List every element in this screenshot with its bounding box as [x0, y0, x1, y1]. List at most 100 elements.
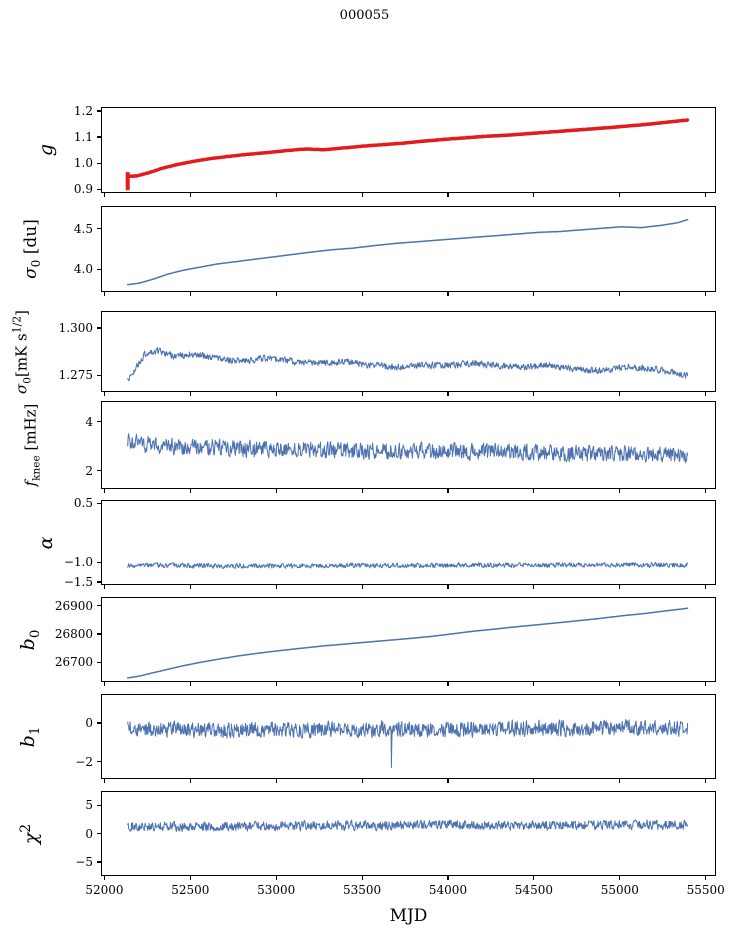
y-axis-label-b0: b0 [17, 629, 43, 650]
y-tick-label: 0.5 [73, 496, 93, 511]
x-tick-mark [705, 292, 707, 296]
panel-plot-area [102, 695, 715, 778]
y-tick-label: 1.1 [73, 129, 93, 144]
y-tick-label: 0 [85, 715, 93, 730]
x-tick-mark [447, 489, 449, 493]
x-tick-mark [533, 876, 535, 880]
y-tick-mark [97, 861, 101, 863]
x-tick-mark [705, 779, 707, 783]
y-tick-label: 0.9 [73, 182, 93, 197]
x-tick-mark [275, 292, 277, 296]
x-tick-mark [361, 779, 363, 783]
x-tick-mark [447, 876, 449, 880]
x-tick-mark [705, 876, 707, 880]
y-axis-label-alpha: α [35, 536, 57, 549]
y-tick-label: 1.0 [73, 156, 93, 171]
y-tick-label: 4.5 [73, 221, 93, 236]
y-tick-label: 4.0 [73, 262, 93, 277]
x-tick-mark [275, 876, 277, 880]
y-tick-mark [97, 581, 101, 583]
y-tick-mark [97, 188, 101, 190]
x-tick-mark [447, 392, 449, 396]
x-tick-mark [533, 682, 535, 686]
x-tick-mark [361, 682, 363, 686]
plot-panel-sigma0-mK [101, 311, 716, 392]
y-tick-label: −1.5 [63, 574, 93, 589]
x-tick-label: 53500 [343, 883, 382, 897]
x-tick-mark [275, 489, 277, 493]
y-tick-mark [97, 605, 101, 607]
x-tick-mark [447, 779, 449, 783]
y-axis-label-fknee: fknee [mHz] [21, 403, 43, 487]
x-tick-mark [189, 779, 191, 783]
y-axis-label-sigma0-mK: σ0[mK s1/2] [10, 309, 34, 394]
y-tick-mark [97, 833, 101, 835]
y-tick-mark [97, 327, 101, 329]
plot-panel-b0 [101, 597, 716, 682]
x-tick-mark [619, 682, 621, 686]
y-tick-label: 1.300 [58, 320, 93, 335]
x-tick-mark [361, 392, 363, 396]
x-tick-mark [189, 489, 191, 493]
series-sigma0-mK [128, 348, 688, 381]
y-tick-mark [97, 162, 101, 164]
y-tick-label: 1.2 [73, 103, 93, 118]
y-tick-label: −5 [75, 854, 93, 869]
plot-panel-b1 [101, 694, 716, 779]
x-tick-mark [189, 876, 191, 880]
x-tick-mark [361, 876, 363, 880]
x-tick-mark [619, 292, 621, 296]
y-tick-mark [97, 268, 101, 270]
x-tick-mark [533, 489, 535, 493]
x-tick-mark [361, 292, 363, 296]
x-tick-mark [103, 392, 106, 396]
x-tick-mark [533, 585, 535, 589]
x-tick-mark [619, 193, 621, 197]
y-tick-mark [97, 110, 101, 112]
x-tick-mark [447, 585, 449, 589]
x-tick-mark [275, 585, 277, 589]
series-sigma0-du [128, 220, 688, 285]
x-tick-mark [533, 292, 535, 296]
x-tick-mark [275, 779, 277, 783]
y-tick-label: 26900 [54, 598, 93, 613]
x-tick-mark [619, 876, 621, 880]
x-tick-mark [705, 193, 707, 197]
x-tick-mark [275, 392, 277, 396]
x-tick-mark [619, 585, 621, 589]
y-tick-mark [97, 228, 101, 230]
x-tick-mark [103, 585, 106, 589]
series-g-data [128, 120, 688, 176]
x-tick-mark [189, 392, 191, 396]
y-tick-label: 5 [85, 798, 93, 813]
x-tick-mark [705, 585, 707, 589]
x-tick-mark [705, 682, 707, 686]
panel-plot-area [102, 108, 715, 192]
x-tick-label: 52000 [85, 883, 124, 897]
series-fknee [128, 434, 688, 463]
x-tick-mark [705, 489, 707, 493]
panel-plot-area [102, 402, 715, 488]
x-tick-mark [533, 779, 535, 783]
panel-plot-area [102, 312, 715, 391]
plot-panel-fknee [101, 401, 716, 489]
series-chi2 [128, 820, 688, 832]
x-tick-mark [361, 489, 363, 493]
series-alpha [128, 562, 688, 568]
x-tick-mark [275, 193, 277, 197]
y-tick-label: 0 [85, 826, 93, 841]
y-tick-label: 26700 [54, 655, 93, 670]
series-b0 [128, 608, 688, 678]
x-axis-label: MJD [389, 906, 428, 926]
y-tick-label: 26800 [54, 626, 93, 641]
y-tick-mark [97, 633, 101, 635]
x-tick-label: 55500 [686, 883, 725, 897]
y-axis-label-b1: b1 [17, 726, 43, 747]
x-tick-mark [189, 585, 191, 589]
x-tick-label: 54000 [428, 883, 468, 897]
series-b1 [128, 719, 688, 767]
y-tick-label: 4 [85, 414, 93, 429]
y-tick-mark [97, 661, 101, 663]
panel-plot-area [102, 792, 715, 875]
